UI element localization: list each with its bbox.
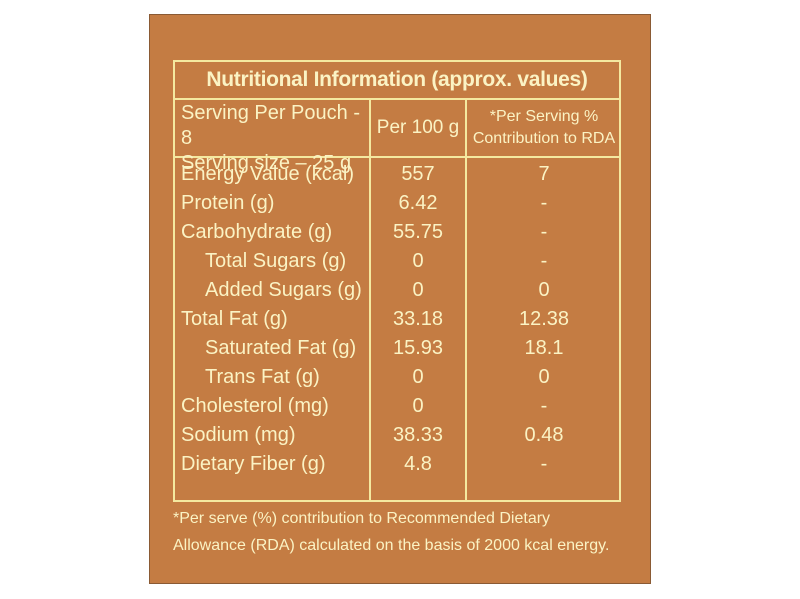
- rda-value: 0: [538, 366, 550, 388]
- rda-value: -: [540, 221, 548, 243]
- rda-value: -: [540, 192, 548, 214]
- per-100g-value: 15.93: [392, 337, 444, 359]
- rda-value: 12.38: [518, 308, 570, 330]
- per-100g-value: 33.18: [392, 308, 444, 330]
- rda-header-line1: *Per Serving %: [489, 108, 599, 125]
- rda-value: 7: [538, 163, 550, 185]
- per-100g-value: 0: [412, 395, 424, 417]
- table-row: Energy Value (kcal) 557 7: [175, 160, 619, 189]
- nutrition-label-card: Nutritional Information (approx. values)…: [149, 14, 651, 584]
- per-100g-value: 0: [412, 250, 424, 272]
- footnote-line-2: Allowance (RDA) calculated on the basis …: [173, 537, 610, 554]
- table-row: Sodium (mg) 38.33 0.48: [175, 421, 619, 450]
- serving-info: Serving Per Pouch - 8 Serving size – 25 …: [181, 101, 367, 176]
- footnote-line-1: *Per serve (%) contribution to Recommend…: [173, 510, 551, 527]
- table-row: Total Sugars (g) 0 -: [175, 247, 619, 276]
- serving-per-pouch: Serving Per Pouch - 8: [181, 102, 360, 149]
- nutrient-name: Sodium (mg): [181, 424, 296, 446]
- rda-header-line2: Contribution to RDA: [472, 130, 616, 147]
- table-row: Cholesterol (mg) 0 -: [175, 392, 619, 421]
- per-100g-header: Per 100 g: [376, 117, 460, 138]
- rda-value: -: [540, 395, 548, 417]
- rda-value: 0.48: [524, 424, 564, 446]
- table-row: Total Fat (g) 33.18 12.38: [175, 305, 619, 334]
- rda-footnote: *Per serve (%) contribution to Recommend…: [173, 502, 633, 559]
- per-100g-value: 4.8: [404, 453, 432, 475]
- rda-value: -: [540, 453, 548, 475]
- table-row: Protein (g) 6.42 -: [175, 189, 619, 218]
- per-100g-value: 38.33: [392, 424, 444, 446]
- table-title: Nutritional Information (approx. values): [175, 62, 619, 100]
- column-divider: [369, 100, 371, 502]
- nutrient-name: Carbohydrate (g): [181, 221, 333, 243]
- nutrition-table: Nutritional Information (approx. values)…: [173, 60, 621, 502]
- table-row: Carbohydrate (g) 55.75 -: [175, 218, 619, 247]
- table-header: Serving Per Pouch - 8 Serving size – 25 …: [175, 100, 621, 174]
- table-row: Trans Fat (g) 0 0: [175, 363, 619, 392]
- nutrient-name: Protein (g): [181, 192, 275, 214]
- rda-value: 18.1: [524, 337, 564, 359]
- table-row: Dietary Fiber (g) 4.8 -: [175, 450, 619, 479]
- rda-value: 0: [538, 279, 550, 301]
- nutrient-name: Cholesterol (mg): [181, 395, 329, 417]
- nutrient-name: Total Sugars (g): [205, 250, 347, 272]
- nutrient-name: Added Sugars (g): [205, 279, 362, 301]
- table-body: Energy Value (kcal) 557 7 Protein (g) 6.…: [175, 160, 619, 479]
- nutrient-name: Saturated Fat (g): [205, 337, 357, 359]
- table-row: Saturated Fat (g) 15.93 18.1: [175, 334, 619, 363]
- nutrient-name: Total Fat (g): [181, 308, 288, 330]
- nutrient-name: Trans Fat (g): [205, 366, 320, 388]
- per-100g-value: 6.42: [398, 192, 438, 214]
- nutrient-name: Energy Value (kcal): [181, 163, 355, 185]
- per-100g-value: 0: [412, 366, 424, 388]
- per-100g-value: 557: [401, 163, 435, 185]
- rda-value: -: [540, 250, 548, 272]
- per-100g-value: 55.75: [392, 221, 444, 243]
- nutrient-name: Dietary Fiber (g): [181, 453, 326, 475]
- table-row: Added Sugars (g) 0 0: [175, 276, 619, 305]
- rda-header: *Per Serving % Contribution to RDA: [467, 106, 621, 150]
- column-divider: [465, 100, 467, 502]
- per-100g-value: 0: [412, 279, 424, 301]
- serving-size: Serving size – 25 g: [181, 152, 352, 174]
